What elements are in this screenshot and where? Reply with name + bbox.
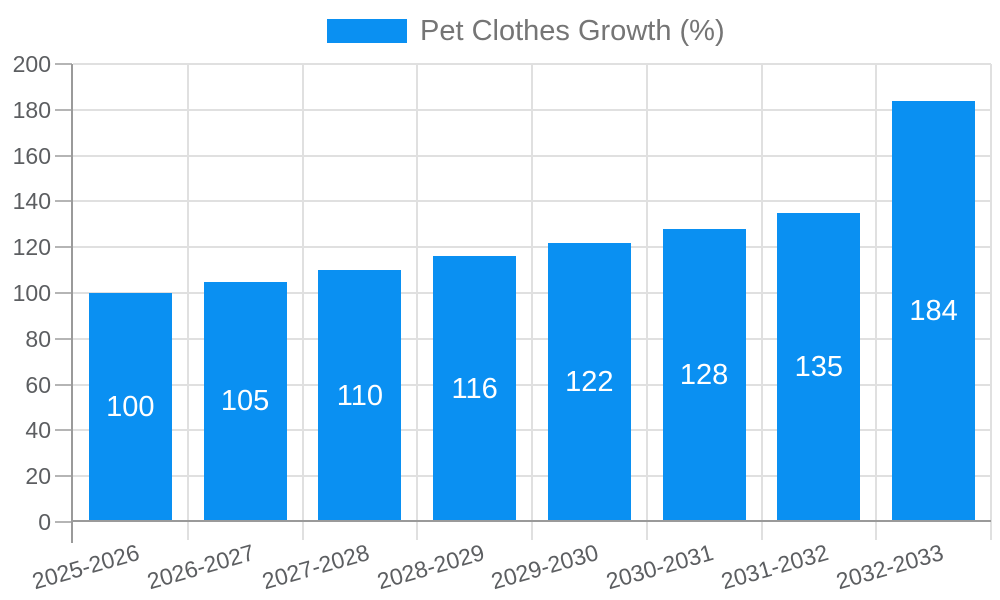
bar-value-label: 110 — [336, 379, 383, 412]
x-axis-tick-label: 2029-2030 — [488, 539, 602, 595]
bar[interactable]: 110 — [318, 270, 402, 522]
gridline-vertical — [645, 64, 648, 540]
gridline-vertical — [875, 64, 878, 540]
y-axis-tick — [55, 383, 72, 386]
y-axis-tick-label: 160 — [12, 142, 51, 169]
gridline-vertical — [186, 64, 189, 540]
bar[interactable]: 105 — [203, 281, 287, 522]
gridline-vertical — [301, 64, 304, 540]
bar[interactable]: 122 — [547, 242, 631, 522]
y-axis-tick — [55, 108, 72, 111]
bar-value-label: 128 — [679, 358, 729, 391]
y-axis-line — [71, 64, 73, 543]
y-axis-tick-label: 60 — [25, 371, 51, 398]
legend-label: Pet Clothes Growth (%) — [420, 15, 725, 47]
legend-color-swatch — [327, 19, 407, 43]
y-axis-tick-label: 0 — [38, 509, 51, 535]
x-axis-tick-label: 2031-2032 — [718, 539, 832, 595]
y-axis-tick — [55, 292, 72, 294]
bar[interactable]: 128 — [662, 228, 746, 522]
bar-value-label: 116 — [451, 372, 498, 405]
y-axis-tick-label: 100 — [12, 280, 51, 306]
x-axis-tick-label: 2027-2028 — [259, 539, 373, 595]
gridline-vertical — [990, 64, 992, 540]
y-axis-tick — [55, 475, 72, 478]
y-axis-tick — [55, 337, 72, 340]
y-axis-tick-label: 200 — [12, 51, 51, 77]
chart-legend[interactable]: Pet Clothes Growth (%) — [327, 15, 725, 47]
x-axis-tick-label: 2026-2027 — [144, 539, 258, 595]
y-axis-tick — [55, 246, 72, 249]
gridline-vertical — [416, 64, 419, 540]
y-axis-tick-label: 140 — [12, 188, 51, 215]
x-axis-tick-label: 2030-2031 — [603, 539, 717, 595]
y-axis-tick — [55, 63, 72, 65]
y-axis-tick-label: 40 — [25, 417, 51, 444]
bar[interactable]: 184 — [892, 100, 976, 522]
bar-value-label: 105 — [220, 385, 270, 418]
x-axis-tick-label: 2032-2033 — [832, 539, 946, 595]
bar-value-label: 122 — [565, 365, 614, 398]
bar[interactable]: 116 — [433, 256, 517, 522]
x-axis-tick-label: 2028-2029 — [373, 539, 487, 595]
y-axis-tick-label: 20 — [25, 463, 51, 490]
y-axis-tick-label: 180 — [12, 96, 51, 123]
gridline-vertical — [531, 64, 533, 540]
y-axis-tick — [55, 521, 72, 523]
gridline-vertical — [760, 64, 763, 540]
y-axis-tick-label: 120 — [12, 234, 51, 261]
y-axis-tick — [55, 154, 72, 157]
y-axis-tick — [55, 429, 72, 432]
bar-value-label: 135 — [794, 350, 844, 383]
bar-value-label: 184 — [909, 294, 958, 327]
bar[interactable]: 100 — [88, 293, 172, 522]
y-axis-tick — [55, 200, 72, 203]
bar-value-label: 100 — [106, 391, 155, 423]
x-axis-tick-label: 2025-2026 — [29, 539, 143, 595]
y-axis-tick-label: 80 — [25, 325, 51, 352]
x-axis-line — [73, 520, 991, 522]
bar[interactable]: 135 — [777, 212, 861, 522]
